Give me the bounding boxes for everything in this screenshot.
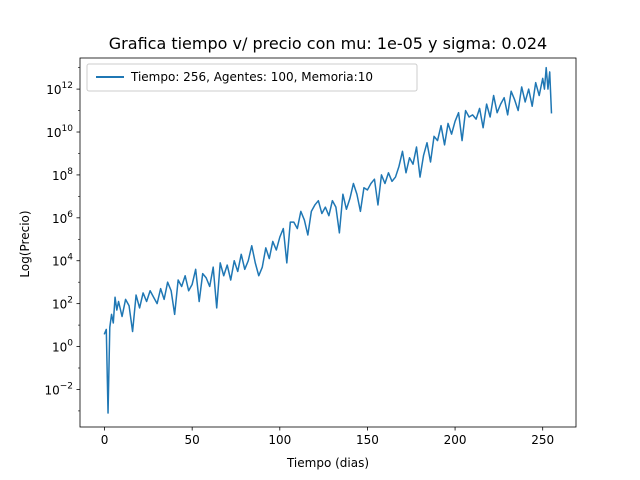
y-tick-label: 1010	[46, 124, 73, 140]
x-axis-label: Tiempo (dias)	[286, 456, 369, 470]
x-tick-label: 200	[444, 433, 467, 447]
y-tick-label: 106	[52, 210, 73, 226]
x-tick-label: 150	[356, 433, 379, 447]
x-tick-label: 100	[268, 433, 291, 447]
chart-title: Grafica tiempo v/ precio con mu: 1e-05 y…	[109, 34, 547, 53]
legend: Tiempo: 256, Agentes: 100, Memoria:10	[86, 63, 418, 92]
x-tick-label: 250	[531, 433, 554, 447]
y-tick-label: 10−2	[44, 381, 73, 397]
y-tick-label: 108	[52, 167, 73, 183]
x-tick-label: 0	[101, 433, 109, 447]
x-tick-label: 50	[185, 433, 200, 447]
axes-frame	[79, 57, 577, 428]
y-tick-label: 100	[52, 339, 73, 355]
legend-box	[86, 63, 418, 92]
series-line-0	[103, 66, 553, 414]
y-tick-label: 1012	[46, 81, 73, 97]
plot-area: 0 50 100 150 200 250 10−2 100 102 104 106 108 1010 10…	[44, 57, 577, 447]
y-tick-label: 102	[52, 296, 73, 312]
legend-label: Tiempo: 256, Agentes: 100, Memoria:10	[130, 70, 373, 84]
y-tick-label: 104	[52, 253, 73, 269]
y-axis-label: Log(Precio)	[18, 210, 32, 277]
